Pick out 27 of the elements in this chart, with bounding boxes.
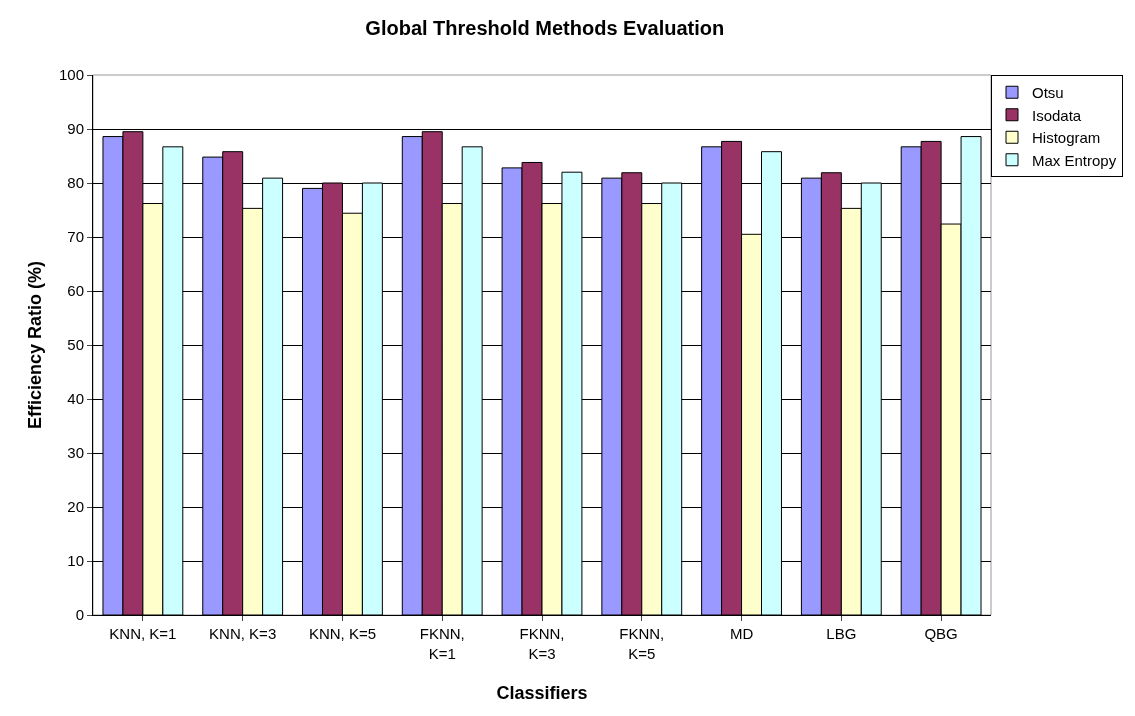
y-tick-label: 20: [67, 498, 84, 516]
legend-label: Otsu: [1032, 84, 1064, 102]
y-tick-label: 60: [67, 282, 84, 300]
x-tick-label: MD: [729, 625, 754, 642]
legend-label: Histogram: [1032, 129, 1101, 147]
x-tick-label: KNN, K=3: [209, 625, 277, 642]
y-tick-label: 10: [67, 552, 84, 570]
y-tick-label: 50: [67, 336, 84, 354]
y-tick-label: 0: [75, 606, 84, 624]
x-axis-title: Classifiers: [496, 682, 588, 703]
x-tick-label: FKNN, K=1: [419, 625, 465, 662]
legend-label: Max Entropy: [1032, 151, 1117, 169]
x-tick-label: KNN, K=1: [109, 625, 177, 642]
x-tick-label: KNN, K=5: [308, 625, 376, 642]
y-axis-title: Efficiency Ratio (%): [25, 260, 46, 430]
x-tick-label: FKNN, K=3: [519, 625, 565, 662]
x-tick-label: LBG: [826, 625, 857, 642]
y-tick-label: 70: [67, 228, 84, 246]
y-tick-label: 80: [67, 174, 84, 192]
x-tick-label: QBG: [924, 625, 958, 642]
x-tick-label: FKNN, K=5: [619, 625, 665, 662]
y-tick-label: 40: [67, 390, 84, 408]
chart-title: Global Threshold Methods Evaluation: [365, 17, 725, 40]
legend-label: Isodata: [1032, 106, 1082, 124]
y-tick-label: 90: [67, 120, 84, 138]
y-tick-label: 30: [67, 444, 84, 462]
y-tick-label: 100: [58, 66, 84, 84]
